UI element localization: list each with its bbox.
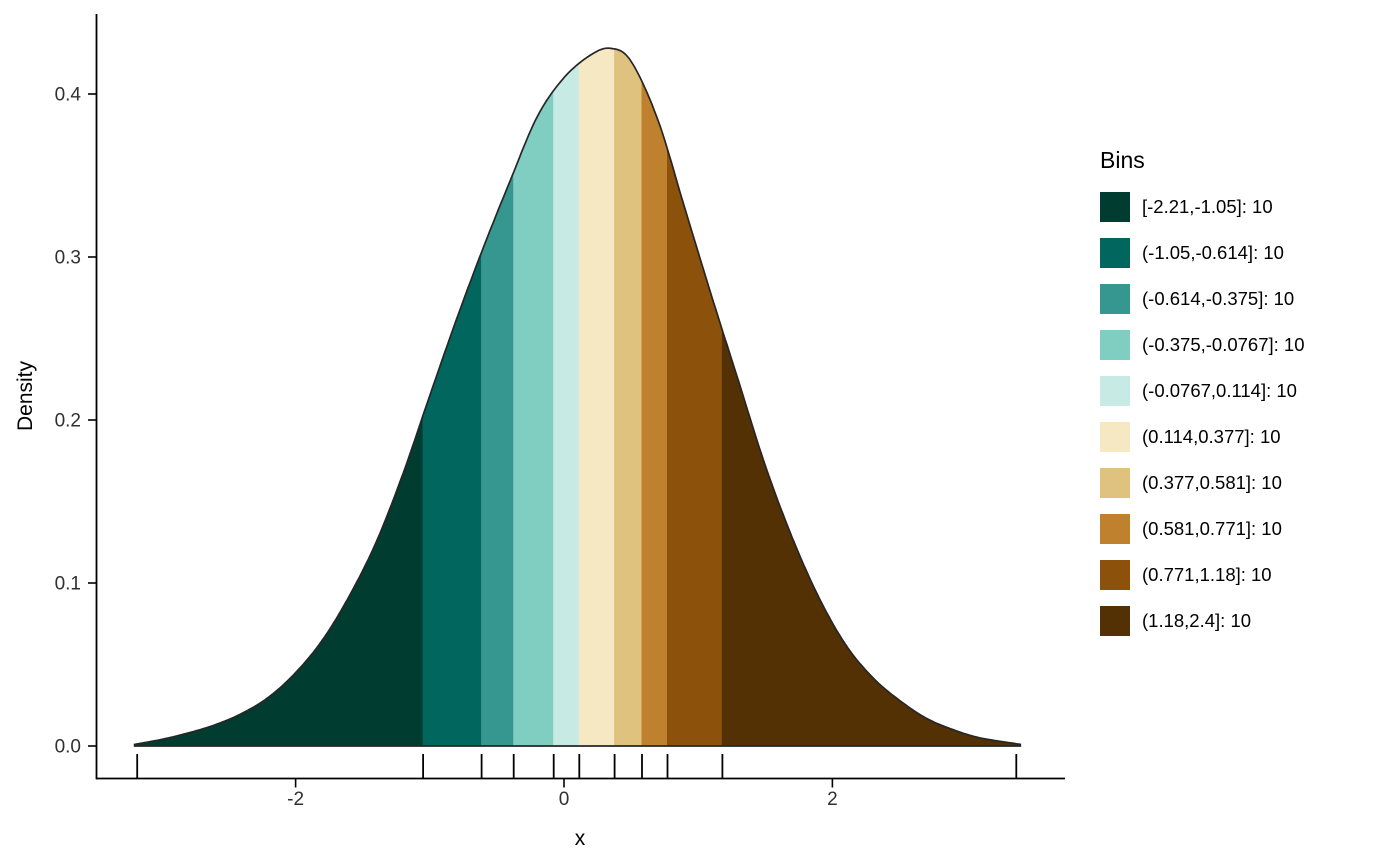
- density-slice: [578, 47, 616, 747]
- legend-label: (-1.05,-0.614]: 10: [1142, 242, 1284, 263]
- legend-label: (0.771,1.18]: 10: [1142, 564, 1272, 585]
- y-axis-title: Density: [14, 360, 37, 431]
- x-tick-label: 0: [559, 789, 570, 810]
- legend-label: (0.377,0.581]: 10: [1142, 472, 1282, 493]
- legend-swatch: [1100, 284, 1130, 314]
- legend-label: (-0.0767,0.114]: 10: [1142, 380, 1297, 401]
- legend-swatch: [1100, 238, 1130, 268]
- legend-swatch: [1100, 468, 1130, 498]
- legend-swatch: [1100, 560, 1130, 590]
- legend-label: (1.18,2.4]: 10: [1142, 610, 1252, 631]
- x-tick-label: 2: [827, 789, 838, 810]
- legend-item: (0.377,0.581]: 10: [1100, 468, 1305, 498]
- x-axis-title: x: [575, 827, 586, 850]
- legend: Bins [-2.21,-1.05]: 10 (-1.05,-0.614]: 10…: [1100, 146, 1305, 652]
- legend-item: (-1.05,-0.614]: 10: [1100, 238, 1305, 268]
- density-slice: [553, 62, 580, 747]
- legend-item: [-2.21,-1.05]: 10: [1100, 192, 1305, 222]
- density-slice: [641, 81, 668, 747]
- y-tick-label: 0.2: [55, 411, 81, 432]
- legend-item: (-0.0767,0.114]: 10: [1100, 376, 1305, 406]
- legend-label: (-0.614,-0.375]: 10: [1142, 288, 1295, 309]
- legend-item: (1.18,2.4]: 10: [1100, 606, 1305, 636]
- rug-marks: [136, 754, 1018, 779]
- x-tick-label: -2: [287, 789, 304, 810]
- density-slice: [721, 330, 1021, 747]
- legend-swatch: [1100, 192, 1130, 222]
- legend-rows: [-2.21,-1.05]: 10 (-1.05,-0.614]: 10 (-0.6…: [1100, 192, 1305, 636]
- legend-label: (0.581,0.771]: 10: [1142, 518, 1282, 539]
- y-tick-label: 0.4: [55, 85, 82, 106]
- y-tick-label: 0.1: [55, 574, 81, 595]
- legend-title: Bins: [1100, 147, 1145, 173]
- density-slice: [134, 415, 424, 747]
- x-axis-ticks: -2 0 2: [287, 778, 838, 810]
- density-slice: [513, 88, 555, 747]
- density-outline: [133, 47, 1022, 747]
- legend-label: (0.114,0.377]: 10: [1142, 426, 1281, 447]
- legend-label: (-0.375,-0.0767]: 10: [1142, 334, 1305, 355]
- y-tick-label: 0.0: [55, 737, 81, 758]
- legend-swatch: [1100, 376, 1130, 406]
- legend-item: (-0.375,-0.0767]: 10: [1100, 330, 1305, 360]
- density-slice: [614, 48, 643, 747]
- legend-item: (-0.614,-0.375]: 10: [1100, 284, 1305, 314]
- legend-swatch: [1100, 422, 1130, 452]
- density-slice: [481, 171, 515, 747]
- legend-swatch: [1100, 330, 1130, 360]
- y-tick-label: 0.3: [55, 248, 81, 269]
- legend-label: [-2.21,-1.05]: 10: [1142, 196, 1273, 217]
- legend-item: (0.114,0.377]: 10: [1100, 422, 1305, 452]
- density-slice: [422, 252, 483, 747]
- legend-item: (0.581,0.771]: 10: [1100, 514, 1305, 544]
- density-plot: -2 0 2 0.0 0.1 0.2 0.3 0.4 x Density: [14, 14, 1065, 850]
- legend-item: (0.771,1.18]: 10: [1100, 560, 1305, 590]
- legend-swatch: [1100, 514, 1130, 544]
- y-axis-ticks: 0.0 0.1 0.2 0.3 0.4: [55, 85, 97, 758]
- density-fill-slices: [134, 47, 1021, 747]
- legend-swatch: [1100, 606, 1130, 636]
